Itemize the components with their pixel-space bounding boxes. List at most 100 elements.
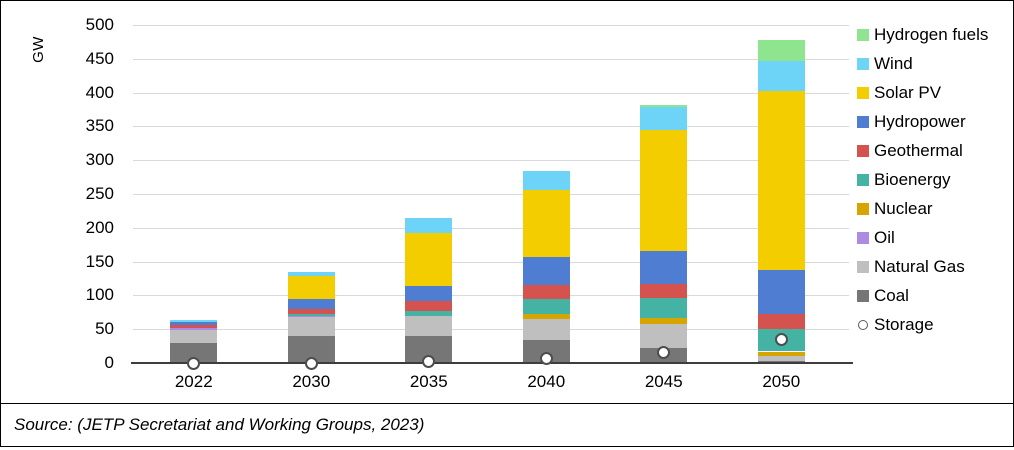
y-tick-label: 200 xyxy=(85,217,114,237)
bar-segment xyxy=(757,269,805,314)
gridline xyxy=(133,25,849,26)
source-caption: Source: (JETP Secretariat and Working Gr… xyxy=(14,415,425,434)
x-tick-label: 2022 xyxy=(174,372,213,391)
gridline xyxy=(133,160,849,161)
bar-segment xyxy=(757,313,805,329)
legend-label: Nuclear xyxy=(874,198,933,218)
legend-label: Oil xyxy=(874,227,895,247)
bar-segment xyxy=(640,104,688,107)
bar-segment xyxy=(757,351,805,357)
bar-segment xyxy=(640,298,688,319)
y-tick-label: 0 xyxy=(104,353,114,372)
storage-marker xyxy=(187,356,201,370)
x-tick-label: 2040 xyxy=(527,372,566,391)
legend-item: Natural Gas xyxy=(857,252,988,281)
legend-item: Solar PV xyxy=(857,78,988,107)
legend-swatch xyxy=(857,289,869,302)
bar-segment xyxy=(522,299,570,315)
bar-segment xyxy=(287,316,335,336)
y-tick-label: 300 xyxy=(85,150,114,170)
bar-segment xyxy=(170,319,218,323)
bar-segment xyxy=(405,315,453,336)
bar-segment xyxy=(287,298,335,309)
bar-segment xyxy=(170,325,218,328)
legend-label: Bioenergy xyxy=(874,169,951,189)
legend-item: Geothermal xyxy=(857,136,988,165)
y-tick-label: 250 xyxy=(85,184,114,203)
gridline xyxy=(133,228,849,229)
storage-marker xyxy=(422,355,436,369)
legend-label: Wind xyxy=(874,53,913,73)
gridline xyxy=(133,295,849,296)
bar-segment xyxy=(640,106,688,130)
gridline xyxy=(133,194,849,195)
gridline xyxy=(133,126,849,127)
source-row: Source: (JETP Secretariat and Working Gr… xyxy=(1,403,1013,446)
bar-segment xyxy=(522,314,570,320)
legend-swatch xyxy=(857,28,869,41)
legend-item: Coal xyxy=(857,281,988,310)
bar-segment xyxy=(640,324,688,349)
legend-label: Hydropower xyxy=(874,111,966,131)
x-tick-label: 2045 xyxy=(644,372,683,391)
legend-swatch xyxy=(857,202,869,215)
legend-label: Geothermal xyxy=(874,140,963,160)
legend-circle-swatch xyxy=(858,319,868,330)
legend-swatch xyxy=(857,173,869,186)
bar-segment xyxy=(757,90,805,270)
gridline xyxy=(133,59,849,60)
bar-segment xyxy=(287,271,335,277)
bar-segment xyxy=(640,129,688,251)
bar-segment xyxy=(287,276,335,299)
gridline xyxy=(133,329,849,330)
legend-swatch xyxy=(857,86,869,99)
legend-label: Storage xyxy=(874,314,934,334)
bar-segment xyxy=(170,329,218,343)
legend-item: Nuclear xyxy=(857,194,988,223)
legend: Hydrogen fuels Wind Solar PV Hydropower Geot… xyxy=(857,20,988,339)
y-tick-label: 350 xyxy=(85,116,114,136)
bar-segment xyxy=(170,322,218,326)
y-tick-label: 450 xyxy=(85,48,114,68)
bar-segment xyxy=(522,189,570,257)
bar-segment xyxy=(522,284,570,300)
y-tick-label: 50 xyxy=(95,319,114,339)
bar-segment xyxy=(170,327,218,330)
bar-segment xyxy=(522,319,570,340)
legend-label: Solar PV xyxy=(874,82,942,102)
legend-item: Hydrogen fuels xyxy=(857,20,988,49)
legend-label: Natural Gas xyxy=(874,256,965,276)
x-tick-label: 2035 xyxy=(409,372,448,391)
y-tick-label: 100 xyxy=(85,285,114,305)
chart-region: GW 0 50 100 150 200 250 300 350 400 450 500 2022 203… xyxy=(1,1,1013,403)
bar-segment xyxy=(640,283,688,299)
bar-segment xyxy=(640,250,688,284)
bar-segment xyxy=(405,310,453,316)
x-axis-line xyxy=(131,362,853,364)
legend-label: Hydrogen fuels xyxy=(874,24,989,44)
legend-swatch xyxy=(857,57,869,70)
storage-marker xyxy=(657,346,671,360)
legend-swatch xyxy=(857,231,869,244)
legend-item: Hydropower xyxy=(857,107,988,136)
bar-segment xyxy=(287,308,335,314)
bar-segment xyxy=(287,313,335,316)
bar-segment xyxy=(405,218,453,234)
storage-marker xyxy=(304,356,318,370)
bar-segment xyxy=(522,256,570,285)
bar-segment xyxy=(170,342,218,363)
bar-segment xyxy=(287,315,335,317)
legend-swatch xyxy=(857,115,869,128)
gridline xyxy=(133,93,849,94)
bar-segment xyxy=(405,300,453,311)
legend-item: Bioenergy xyxy=(857,165,988,194)
legend-swatch xyxy=(857,144,869,157)
legend-item: Wind xyxy=(857,49,988,78)
storage-marker xyxy=(539,352,553,366)
legend-label: Coal xyxy=(874,285,909,305)
bar-segment xyxy=(757,39,805,61)
storage-marker xyxy=(774,332,788,346)
bar-segment xyxy=(640,318,688,325)
legend-item: Storage xyxy=(857,310,988,339)
